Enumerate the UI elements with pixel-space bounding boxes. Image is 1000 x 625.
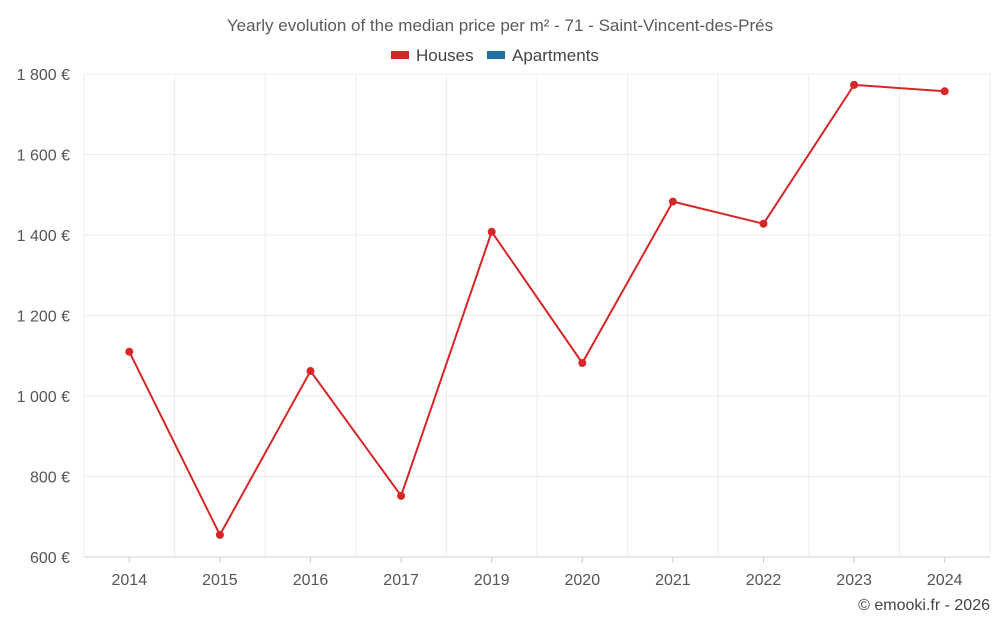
x-tick-label: 2016 (293, 572, 329, 589)
x-tick-label: 2015 (202, 572, 238, 589)
gridlines (83, 73, 991, 558)
y-tick-label: 600 € (30, 550, 70, 567)
x-tick-label: 2021 (655, 572, 691, 589)
x-tick-label: 2020 (565, 572, 601, 589)
x-axis: 2014 2015 2016 2017 2019 2020 2021 2022 2023 2024 (112, 557, 963, 589)
x-tick-label: 2022 (746, 572, 782, 589)
x-tick-label: 2017 (383, 572, 419, 589)
legend-label-houses: Houses (416, 46, 474, 65)
legend: Houses Apartments (391, 46, 599, 65)
y-tick-label: 1 400 € (17, 228, 70, 245)
x-tick-label: 2024 (927, 572, 963, 589)
x-tick-label: 2023 (836, 572, 872, 589)
data-point-houses-2020[interactable] (578, 358, 587, 367)
y-tick-label: 1 600 € (17, 148, 70, 165)
data-point-houses-2021[interactable] (668, 197, 677, 206)
data-point-houses-2019[interactable] (487, 227, 496, 236)
data-point-houses-2023[interactable] (850, 80, 859, 89)
legend-label-apartments: Apartments (512, 46, 599, 65)
legend-item-houses[interactable]: Houses (391, 46, 474, 65)
y-tick-label: 1 800 € (17, 67, 70, 84)
series-line-houses (128, 83, 945, 536)
legend-swatch-houses (391, 51, 409, 59)
data-point-houses-2022[interactable] (759, 219, 768, 228)
legend-item-apartments[interactable]: Apartments (487, 46, 599, 65)
x-tick-label: 2014 (112, 572, 148, 589)
y-tick-label: 1 000 € (17, 389, 70, 406)
y-tick-label: 1 200 € (17, 309, 70, 326)
chart-title: Yearly evolution of the median price per… (227, 16, 773, 35)
credit-text: © emooki.fr - 2026 (858, 597, 990, 614)
data-point-houses-2016[interactable] (306, 367, 315, 376)
legend-swatch-apartments (487, 51, 505, 59)
data-point-houses-2024[interactable] (940, 87, 949, 96)
y-tick-label: 800 € (30, 470, 70, 487)
data-point-houses-2017[interactable] (397, 491, 406, 500)
data-point-houses-2015[interactable] (215, 530, 224, 539)
data-point-houses-2014[interactable] (125, 347, 134, 356)
plot-area (125, 80, 949, 539)
y-axis: 600 € 800 € 1 000 € 1 200 € 1 400 € 1 600 € 1 … (17, 67, 70, 567)
x-tick-label: 2019 (474, 572, 510, 589)
